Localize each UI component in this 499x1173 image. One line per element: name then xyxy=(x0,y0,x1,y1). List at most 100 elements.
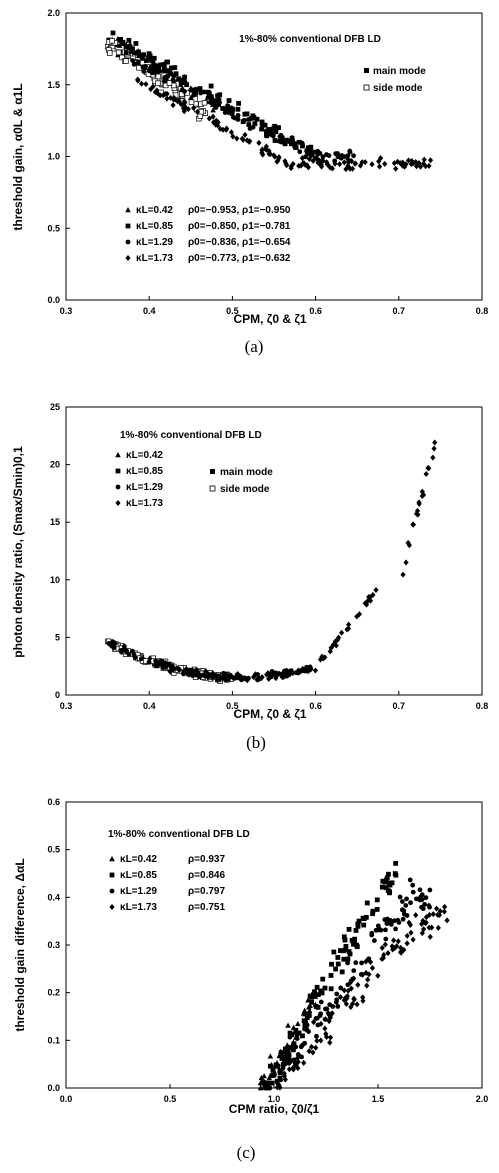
series-legend-a: κL=0.42 ρ0=−0.953, ρ1=−0.950 κL=0.85 ρ0=−0.… xyxy=(125,205,291,264)
caption-b: (b) xyxy=(246,733,266,752)
y-tick-label: 0.3 xyxy=(47,940,60,950)
data-point-circle xyxy=(422,901,427,907)
data-point-diamond xyxy=(421,926,427,933)
data-point-circle xyxy=(308,147,313,153)
data-point-circle xyxy=(401,911,407,917)
data-point-triangle xyxy=(301,1007,308,1013)
data-point-diamond xyxy=(441,903,448,910)
data-point-square xyxy=(292,142,297,148)
data-point-diamond xyxy=(143,81,149,88)
x-tick-label: 0.8 xyxy=(476,701,489,711)
data-point-diamond xyxy=(360,971,366,978)
data-point-circle xyxy=(407,877,413,883)
data-point-circle xyxy=(143,64,148,69)
data-point-diamond xyxy=(403,559,409,566)
x-tick-label: 0.7 xyxy=(393,306,406,316)
legend-kl-label: κL=0.85 xyxy=(120,870,157,881)
data-point-diamond xyxy=(318,1020,324,1027)
chart-title-b: 1%-80% conventional DFB LD xyxy=(120,430,262,441)
data-point-circle xyxy=(334,991,340,997)
data-point-diamond xyxy=(355,981,361,988)
data-point-square xyxy=(374,907,380,912)
data-point-square xyxy=(250,113,256,119)
data-point-diamond xyxy=(301,160,307,167)
data-point-diamond xyxy=(268,670,275,677)
data-point-circle xyxy=(293,1044,299,1050)
data-point-circle xyxy=(222,106,227,112)
legend-correlation-label: ρ0=−0.773, ρ1=−0.632 xyxy=(188,253,291,264)
data-point-diamond xyxy=(166,661,172,668)
data-point-circle xyxy=(278,1077,284,1083)
data-point-circle xyxy=(295,1052,301,1057)
data-point-square xyxy=(126,37,132,43)
data-point-square xyxy=(341,934,347,940)
data-point-diamond xyxy=(378,155,384,162)
data-point-square xyxy=(322,985,328,991)
data-point-triangle xyxy=(300,1010,307,1016)
data-point-square xyxy=(354,944,360,950)
data-point-diamond xyxy=(363,601,370,608)
data-point-square xyxy=(242,111,248,117)
data-point-circle xyxy=(323,1006,328,1012)
data-point-diamond xyxy=(281,1073,287,1080)
data-point-diamond xyxy=(315,159,321,166)
data-point-diamond xyxy=(217,125,223,132)
data-points-b xyxy=(105,439,438,684)
data-point-diamond xyxy=(254,676,260,683)
data-point-diamond xyxy=(305,164,311,171)
data-point-diamond xyxy=(178,101,184,108)
data-point-square xyxy=(246,122,252,127)
data-point-triangle xyxy=(210,107,216,113)
data-point-square xyxy=(291,1041,297,1047)
data-point-diamond xyxy=(209,674,216,681)
data-point-square xyxy=(335,961,341,967)
data-point-diamond xyxy=(419,492,425,499)
data-point-square xyxy=(289,1032,295,1038)
data-point-diamond xyxy=(276,154,282,161)
data-point-circle xyxy=(149,70,155,76)
data-point-circle xyxy=(420,906,426,912)
data-point-square xyxy=(206,91,212,97)
data-point-square xyxy=(259,119,265,125)
data-point-diamond xyxy=(393,165,399,172)
legend-marker-triangle xyxy=(109,856,115,862)
series-legend-b: κL=0.42 κL=0.85 κL=1.29 κL=1.73 xyxy=(115,450,163,509)
data-point-square xyxy=(208,83,214,89)
legend-marker-circle xyxy=(115,484,121,490)
data-point-square xyxy=(346,949,352,954)
data-point-square xyxy=(264,132,269,137)
data-point-circle xyxy=(247,126,253,131)
legend-main-mode-b: main mode xyxy=(220,467,273,478)
data-point-diamond xyxy=(382,160,388,167)
data-point-diamond xyxy=(332,160,338,167)
x-tick-label: 0.0 xyxy=(60,1094,73,1104)
data-point-circle xyxy=(351,153,356,159)
y-tick-label: 1.5 xyxy=(47,80,60,90)
data-point-square xyxy=(386,871,391,877)
data-point-triangle xyxy=(258,1074,265,1080)
legend-kl-label: κL=1.29 xyxy=(120,886,157,897)
data-point-diamond xyxy=(359,159,365,166)
x-tick-label: 0.4 xyxy=(143,701,156,711)
data-point-diamond xyxy=(277,1084,283,1091)
data-point-square xyxy=(383,885,389,891)
y-axis-label-c: threshold gain difference, ΔαL xyxy=(13,858,27,1031)
data-point-circle xyxy=(396,920,402,925)
data-point-diamond xyxy=(405,157,412,164)
data-point-circle xyxy=(383,936,389,942)
x-tick-labels-b: 0.3 0.4 0.5 0.6 0.7 0.8 xyxy=(60,691,489,711)
data-point-diamond xyxy=(299,155,305,162)
data-point-diamond xyxy=(258,675,264,682)
data-point-circle xyxy=(408,900,413,906)
caption-a: (a) xyxy=(245,337,264,356)
data-point-diamond xyxy=(256,139,262,146)
data-point-square xyxy=(314,984,320,990)
data-point-diamond xyxy=(377,163,383,170)
data-point-diamond xyxy=(305,668,311,675)
legend-kl-label: κL=0.42 xyxy=(136,205,173,216)
data-point-diamond xyxy=(426,162,432,169)
data-point-diamond xyxy=(147,655,153,662)
data-point-square xyxy=(331,949,337,955)
data-point-square xyxy=(309,151,315,156)
